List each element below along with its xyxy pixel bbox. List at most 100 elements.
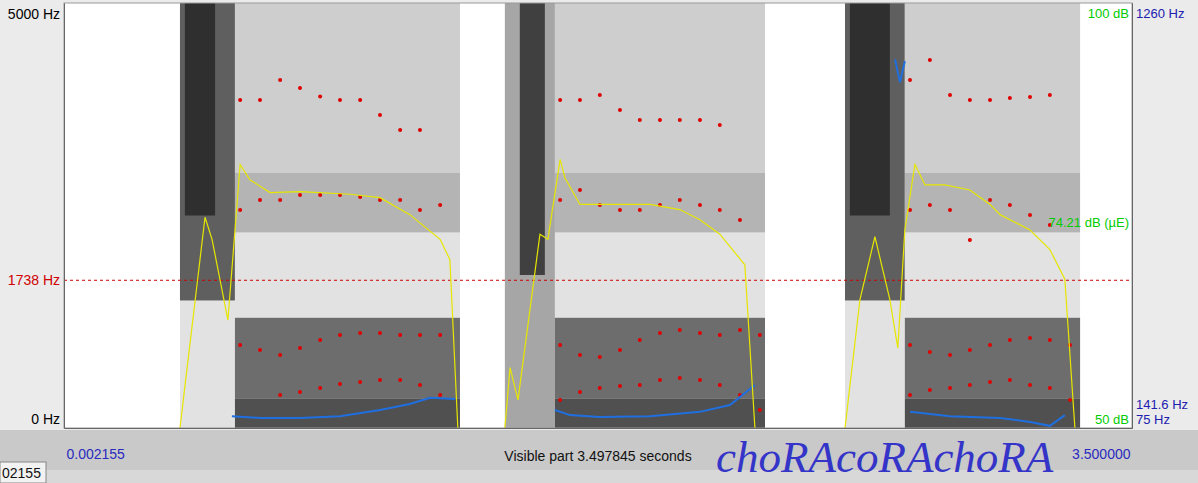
spectrogram-cell [520,3,545,275]
cursor-label: 1738 Hz [8,272,60,288]
formant-point [398,128,402,132]
formant-point [578,353,582,357]
spectrogram-cell [185,3,215,216]
tick: 3.500000 [1072,428,1132,462]
formant-point [238,208,242,212]
formant-point [398,378,402,382]
formant-point [598,386,602,390]
spectrogram-cell [235,3,460,173]
formant-point [358,98,362,102]
formant-point [1028,383,1032,387]
formant-point [718,208,722,212]
formant-point [238,343,242,347]
formant-point [908,343,912,347]
formant-point [378,331,382,335]
formant-point [678,376,682,380]
x-label: Visible part 3.497845 seconds [504,448,691,464]
formant-point [258,198,262,202]
spectrogram-cell [180,3,235,301]
cursor-line [64,280,1132,281]
spectrogram-cell [905,318,1080,399]
formant-point [908,393,912,397]
formant-point [398,198,402,202]
formant-point [618,384,622,388]
formant-point [438,393,442,397]
formant-point [698,378,702,382]
formant-point [418,208,422,212]
formant-point [928,58,932,62]
tick: 0.002155 [65,428,126,462]
spectrogram-cell [850,3,890,216]
formant-point [698,203,702,207]
formant-point [928,350,932,354]
formant-point [1028,213,1032,217]
formant-point [928,388,932,392]
spectrogram-cell [235,318,460,399]
y2-axis: 75 Hz1260 Hz [1132,4,1184,429]
formant-point [988,198,992,202]
spectrogram-cell [845,301,905,429]
formant-point [738,328,742,332]
formant-point [358,331,362,335]
tick: 100 dB [1088,4,1132,21]
formant-point [908,78,912,82]
spectrogram-cell [845,3,905,301]
formant-point [278,393,282,397]
formant-point [1008,96,1012,100]
tick: 50 dB [1095,412,1132,429]
formant-point [558,343,562,347]
formant-point [948,208,952,212]
formant-point [418,383,422,387]
tick-label: 50 dB [1095,412,1129,427]
formant-point [318,193,322,197]
axis-line [1132,4,1133,429]
formant-point [338,98,342,102]
tick-label: 5000 Hz [8,6,60,22]
formant-point [638,208,642,212]
formant-point [638,338,642,342]
total-box [0,462,46,483]
formant-point [968,98,972,102]
formant-point [558,398,562,402]
formant-point [318,95,322,99]
spectrogram-cell [555,233,765,318]
spectrogram-cell [505,3,555,428]
formant-point [278,198,282,202]
formant-points [238,188,1052,242]
chart-svg: 0 Hz 5000 Hz 75 Hz1260 Hz50 dB 100 dB 0.0021… [0,0,1198,483]
title: choRAcoRAchoRA [716,432,1054,482]
spectrogram-cell [555,173,765,233]
formant-point [638,383,642,387]
formant-point [298,86,302,90]
formant-point [1008,203,1012,207]
axis-line [65,428,1133,429]
formant-point [1068,398,1072,402]
formant-point [758,408,762,412]
formant-point [438,333,442,337]
formant-point [948,93,952,97]
formant-point [338,333,342,337]
total-label: 02155 [2,465,41,481]
formant-point [1048,386,1052,390]
plot-frame [64,3,1132,428]
formant-point [698,331,702,335]
formant-point [678,198,682,202]
tick-label: 100 dB [1088,6,1129,21]
formant-point [718,123,722,127]
pitch-value-label: 141.6 Hz [1136,397,1188,412]
plot-background [64,3,1132,428]
formant-point [578,188,582,192]
background [0,0,1198,483]
formant-point [638,118,642,122]
pitch-line [232,59,1065,426]
formant-point [1008,338,1012,342]
tick-label: 0 Hz [31,411,60,427]
spectrogram-cell [235,398,460,428]
y-axis: 0 Hz 5000 Hz [8,4,65,429]
formant-points [238,328,1072,359]
tick: 5000 Hz [8,4,64,22]
formant-point [988,380,992,384]
intensity-value-label: 74.21 dB (µE) [1049,215,1129,230]
formant-point [718,383,722,387]
formant-point [558,198,562,202]
